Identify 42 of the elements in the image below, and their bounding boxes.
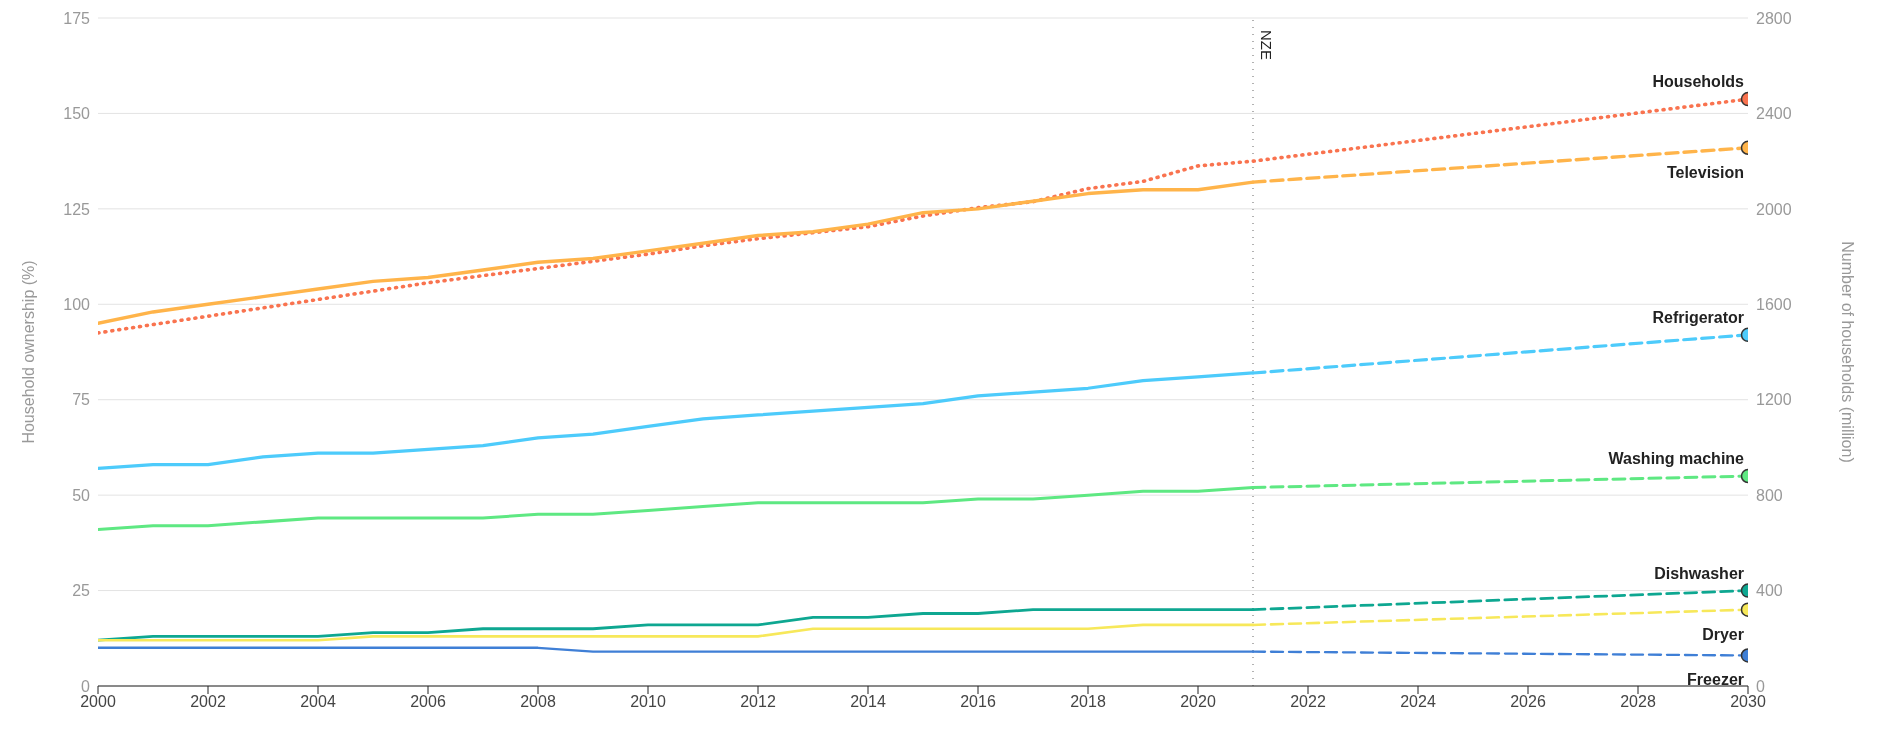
y2-tick-label: 2000 — [1756, 200, 1792, 218]
y-tick-label: 25 — [72, 582, 91, 600]
y2-tick-label: 2800 — [1756, 9, 1792, 27]
y-tick-label: 125 — [63, 200, 91, 218]
y2-tick-label: 800 — [1756, 486, 1783, 504]
x-tick-label: 2010 — [630, 693, 666, 711]
y-tick-label: 75 — [72, 391, 91, 409]
y2-tick-label: 1600 — [1756, 295, 1792, 313]
y2-tick-label: 2400 — [1756, 105, 1792, 123]
x-tick-label: 2018 — [1070, 693, 1106, 711]
y-tick-label: 100 — [63, 295, 91, 313]
x-tick-label: 2014 — [850, 693, 886, 711]
series-label: Dryer — [1702, 625, 1744, 643]
y-tick-label: 0 — [81, 677, 91, 695]
x-tick-label: 2002 — [190, 693, 226, 711]
x-tick-label: 2008 — [520, 693, 556, 711]
y2-tick-label: 400 — [1756, 582, 1783, 600]
x-tick-label: 2024 — [1400, 693, 1436, 711]
x-tick-label: 2028 — [1620, 693, 1656, 711]
series-label: Washing machine — [1608, 450, 1745, 468]
series-label: Households — [1652, 73, 1745, 91]
y-tick-label: 50 — [72, 486, 91, 504]
x-tick-label: 2022 — [1290, 693, 1326, 711]
x-tick-label: 2006 — [410, 693, 446, 711]
y-tick-label: 150 — [63, 105, 91, 123]
y2-tick-label: 0 — [1756, 677, 1765, 695]
series-label: Refrigerator — [1652, 308, 1744, 326]
y2-axis-title: Number of households (million) — [1839, 241, 1857, 463]
y-axis-title: Household ownership (%) — [19, 260, 37, 444]
series-label: Television — [1666, 163, 1744, 181]
y2-tick-label: 1200 — [1756, 391, 1792, 409]
x-tick-label: 2012 — [740, 693, 776, 711]
x-tick-label: 2030 — [1730, 693, 1766, 711]
y-tick-label: 175 — [63, 9, 91, 27]
ref-line-label: NZE — [1258, 30, 1275, 60]
series-label: Dishwasher — [1654, 564, 1744, 582]
series-label: Freezer — [1687, 671, 1744, 689]
x-tick-label: 2016 — [960, 693, 996, 711]
x-tick-label: 2000 — [80, 693, 116, 711]
x-tick-label: 2026 — [1510, 693, 1546, 711]
x-tick-label: 2020 — [1180, 693, 1216, 711]
x-tick-label: 2004 — [300, 693, 336, 711]
